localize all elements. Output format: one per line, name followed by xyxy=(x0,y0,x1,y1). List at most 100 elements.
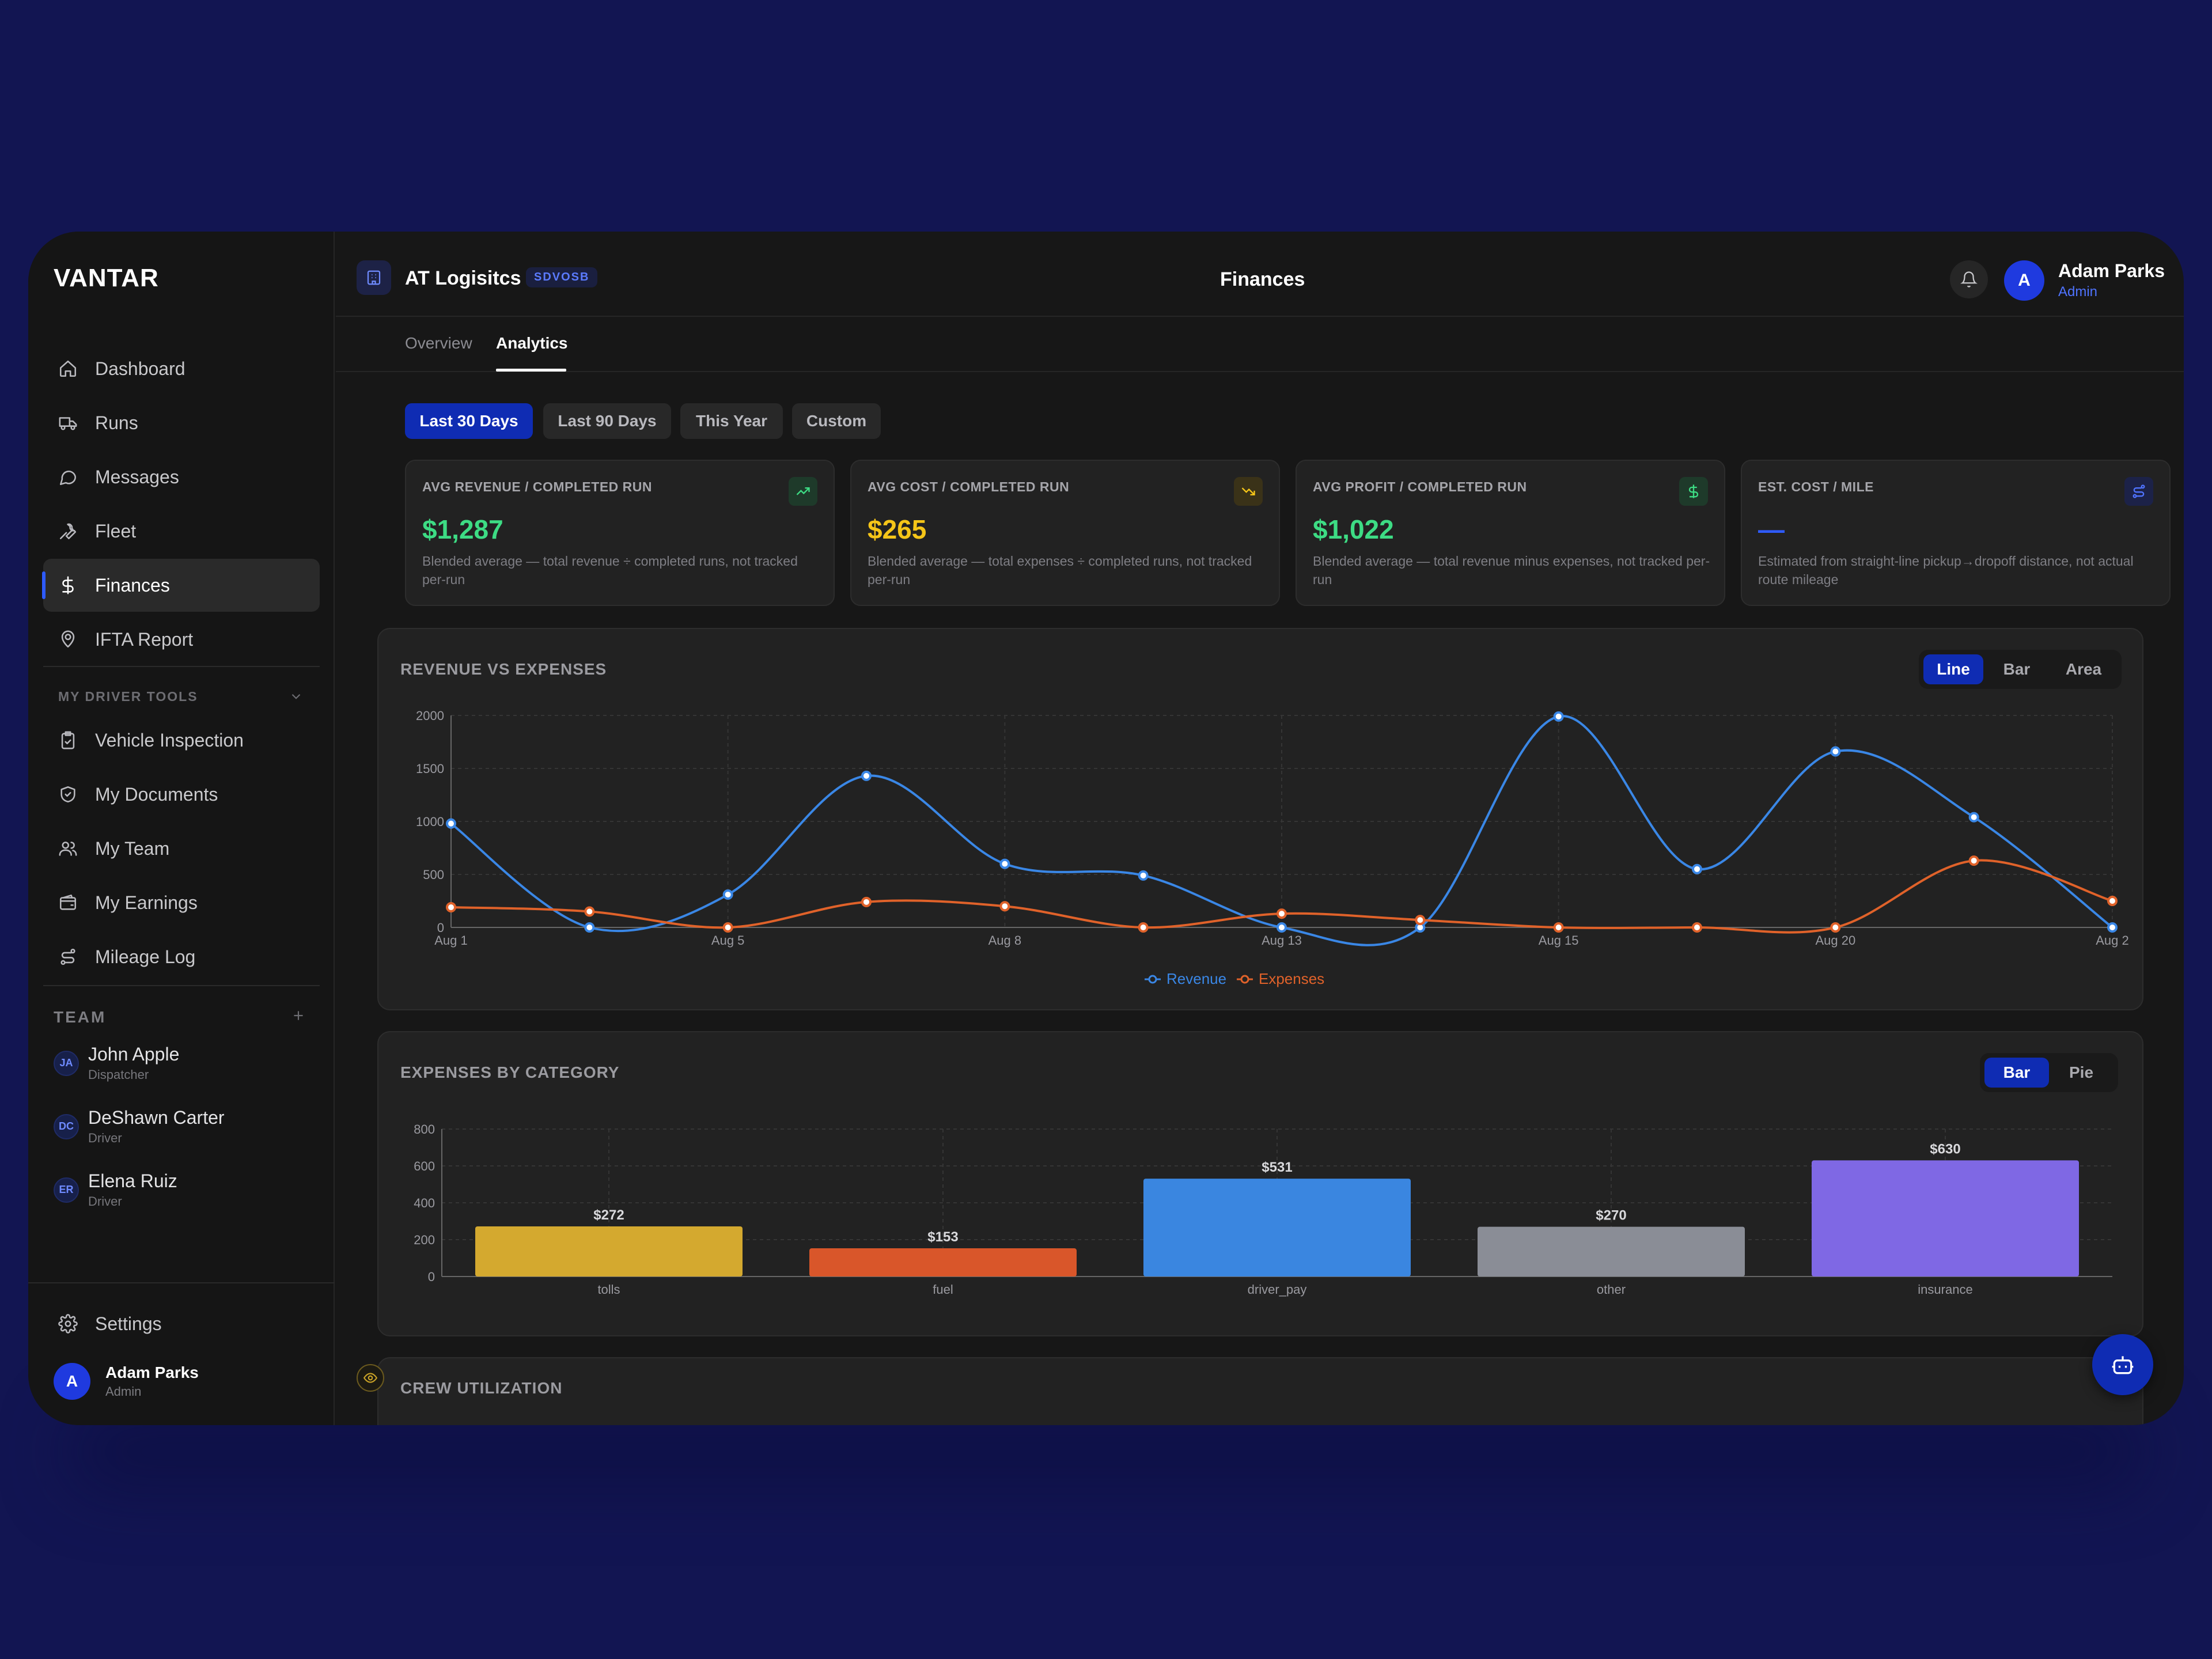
tab-bar: Overview Analytics xyxy=(336,318,2184,372)
sidebar-item-label: Runs xyxy=(95,412,138,433)
x-tick-label: Aug 5 xyxy=(711,933,745,948)
sidebar-item-mileage-log[interactable]: Mileage Log xyxy=(43,930,320,983)
y-tick-label: 2000 xyxy=(416,709,444,723)
range-last-90-days-button[interactable]: Last 90 Days xyxy=(543,403,671,439)
frame-shadow xyxy=(69,1417,2143,1486)
map-pin-icon xyxy=(56,627,80,652)
sidebar-item-my-documents[interactable]: My Documents xyxy=(43,768,320,821)
sidebar-item-label: My Earnings xyxy=(95,892,198,913)
data-point xyxy=(1692,863,1702,874)
sidebar-item-label: Settings xyxy=(95,1313,162,1334)
x-tick-label: Aug 20 xyxy=(1815,933,1855,948)
data-point xyxy=(999,901,1010,912)
main-content: AT Logisitcs SDVOSB Finances A Adam Park… xyxy=(336,232,2184,1425)
sidebar-item-vehicle-inspection[interactable]: Vehicle Inspection xyxy=(43,714,320,767)
data-point xyxy=(446,902,456,913)
data-point xyxy=(861,770,872,781)
kpi-description: Blended average — total revenue ÷ comple… xyxy=(422,554,798,587)
chat-icon xyxy=(56,465,80,489)
data-point xyxy=(1692,922,1702,933)
y-tick-label: 0 xyxy=(428,1270,435,1284)
legend-label: Revenue xyxy=(1166,970,1226,987)
chart-mode-area-button[interactable]: Area xyxy=(2065,660,2102,678)
notifications-button[interactable] xyxy=(1950,260,1988,298)
shield-icon xyxy=(56,782,80,806)
building-icon[interactable] xyxy=(357,260,391,295)
kpi-label: AVG COST / COMPLETED RUN xyxy=(868,479,1070,494)
app-logo: VANTAR xyxy=(54,264,159,292)
header-user[interactable]: Adam Parks Admin xyxy=(2058,260,2165,300)
truck-icon xyxy=(56,411,80,435)
dollar-icon xyxy=(1679,477,1708,506)
sidebar: VANTAR Dashboard Runs Messages Fleet Finance… xyxy=(28,232,335,1425)
kpi-value: $265 xyxy=(868,514,927,544)
chevron-down-icon[interactable] xyxy=(289,689,304,704)
team-member[interactable]: ER Elena Ruiz Driver xyxy=(54,1171,177,1209)
range-last-30-days-button[interactable]: Last 30 Days xyxy=(405,403,533,439)
x-tick-label: insurance xyxy=(1918,1282,1972,1297)
sidebar-item-ifta-report[interactable]: IFTA Report xyxy=(43,613,320,666)
kpi-value: — xyxy=(1758,514,1785,544)
gear-icon xyxy=(56,1312,80,1336)
sidebar-item-my-team[interactable]: My Team xyxy=(43,822,320,875)
sidebar-item-my-earnings[interactable]: My Earnings xyxy=(43,876,320,929)
data-point xyxy=(1415,915,1426,926)
data-label: $153 xyxy=(927,1229,958,1245)
range-this-year-button[interactable]: This Year xyxy=(680,403,783,439)
sidebar-divider xyxy=(43,985,320,986)
member-role: Dispatcher xyxy=(88,1067,149,1082)
sidebar-item-runs[interactable]: Runs xyxy=(43,396,320,449)
bar-insurance xyxy=(1812,1160,2079,1277)
chart-mode-line-button[interactable]: Line xyxy=(1923,654,1983,684)
x-tick-label: Aug 2 xyxy=(2096,933,2129,948)
avatar[interactable]: A xyxy=(2004,260,2044,301)
kpi-card-avg-profit: AVG PROFIT / COMPLETED RUN $1,022 Blende… xyxy=(1296,460,1725,606)
bar-driver_pay xyxy=(1143,1179,1411,1277)
data-point xyxy=(1553,711,1564,722)
kpi-description: Blended average — total revenue minus ex… xyxy=(1313,554,1710,587)
chart-mode-bar-button[interactable]: Bar xyxy=(1984,1058,2049,1088)
x-tick-label: fuel xyxy=(933,1282,953,1297)
tab-analytics[interactable]: Analytics xyxy=(496,334,568,352)
top-bar: AT Logisitcs SDVOSB Finances A Adam Park… xyxy=(336,232,2184,317)
eye-icon[interactable] xyxy=(357,1364,384,1392)
clipboard-check-icon xyxy=(56,728,80,752)
data-point xyxy=(584,906,595,917)
revenue-expenses-line-chart: 0 500 1000 1500 2000 Aug 1 Aug 5 Aug 8 Aug 13 Aug… xyxy=(416,709,2129,987)
trending-down-icon xyxy=(1234,477,1263,506)
sidebar-item-label: IFTA Report xyxy=(95,628,194,650)
assistant-bot-button[interactable] xyxy=(2092,1334,2153,1395)
page-title: Finances xyxy=(1220,268,1305,290)
route-icon xyxy=(56,945,80,969)
data-point xyxy=(722,922,733,933)
chart-mode-pie-button[interactable]: Pie xyxy=(2069,1063,2094,1081)
sidebar-user[interactable]: A Adam Parks Admin xyxy=(54,1363,199,1400)
sidebar-item-settings[interactable]: Settings xyxy=(43,1297,320,1350)
sidebar-item-messages[interactable]: Messages xyxy=(43,450,320,503)
x-tick-label: Aug 13 xyxy=(1262,933,1302,948)
sidebar-item-fleet[interactable]: Fleet xyxy=(43,505,320,558)
bar-fuel xyxy=(809,1248,1077,1277)
team-member[interactable]: JA John Apple Dispatcher xyxy=(54,1044,179,1082)
range-custom-button[interactable]: Custom xyxy=(792,403,881,439)
data-point xyxy=(722,889,733,900)
sidebar-item-finances[interactable]: Finances xyxy=(42,559,320,612)
x-tick-label: Aug 15 xyxy=(1539,933,1579,948)
chart-mode-toggle: Bar Pie xyxy=(1980,1053,2118,1092)
kpi-card-avg-cost: AVG COST / COMPLETED RUN $265 Blended av… xyxy=(850,460,1280,606)
sidebar-item-dashboard[interactable]: Dashboard xyxy=(43,342,320,395)
user-role: Admin xyxy=(2058,284,2098,300)
add-team-member-icon[interactable] xyxy=(291,1008,306,1023)
kpi-description: Blended average — total expenses ÷ compl… xyxy=(868,554,1252,587)
member-role: Driver xyxy=(88,1131,122,1145)
user-name: Adam Parks xyxy=(105,1363,199,1381)
tab-overview[interactable]: Overview xyxy=(405,334,472,352)
chart-mode-bar-button[interactable]: Bar xyxy=(2003,660,2031,678)
user-role: Admin xyxy=(105,1384,142,1399)
kpi-card-cost-per-mile: EST. COST / MILE — Estimated from straig… xyxy=(1741,460,2171,606)
team-member[interactable]: DC DeShawn Carter Driver xyxy=(54,1107,225,1146)
avatar: DC xyxy=(54,1113,79,1139)
sidebar-item-label: Vehicle Inspection xyxy=(95,729,244,751)
org-name[interactable]: AT Logisitcs xyxy=(405,267,521,289)
data-point xyxy=(2107,896,2118,906)
